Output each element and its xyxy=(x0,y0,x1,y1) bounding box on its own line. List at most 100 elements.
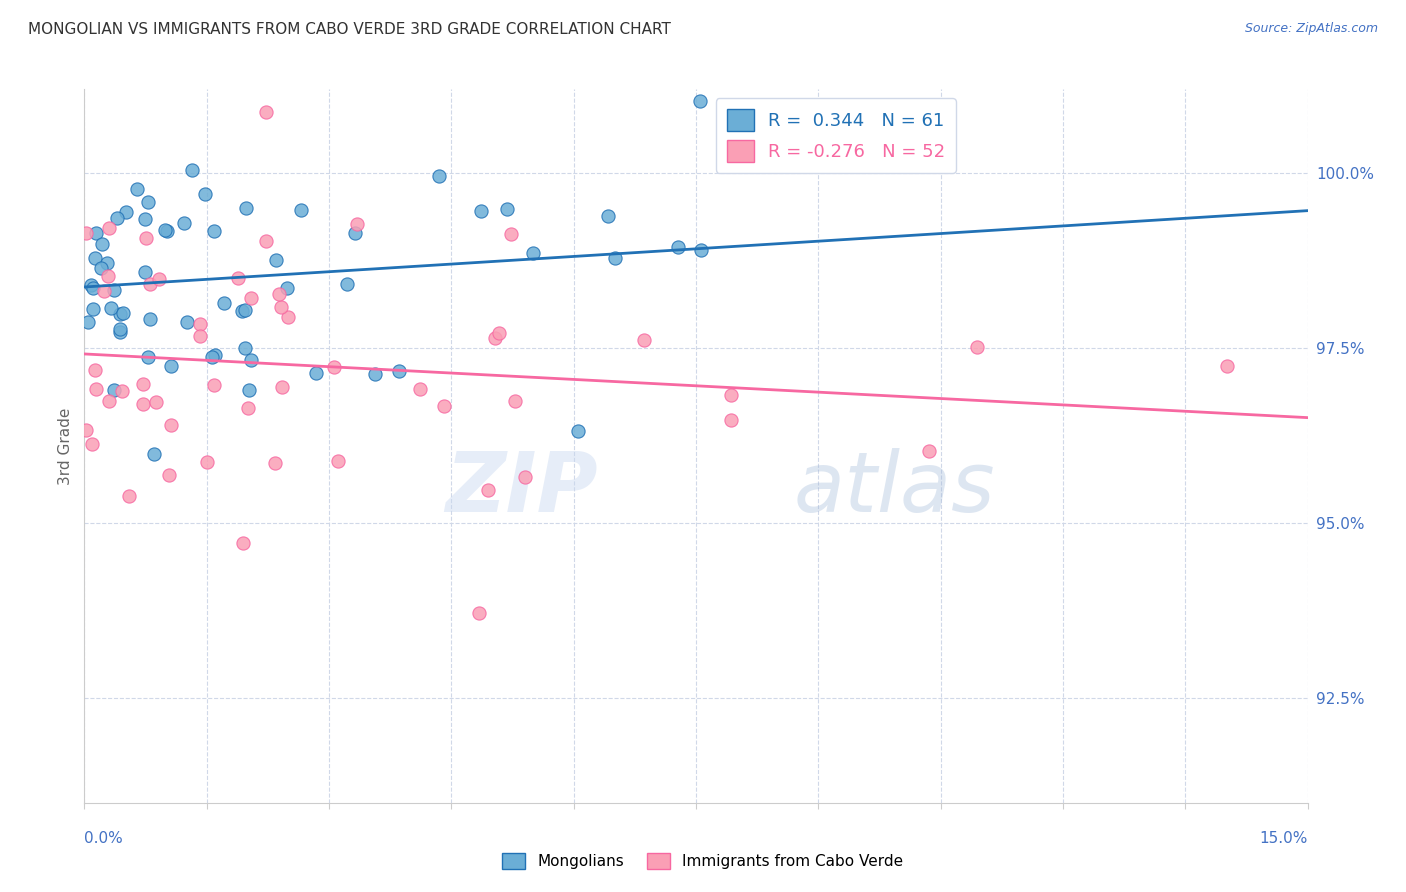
Point xyxy=(409,382,432,396)
Point xyxy=(105,211,128,226)
Text: 0.0%: 0.0% xyxy=(84,831,124,847)
Text: ZIP: ZIP xyxy=(446,449,598,529)
Y-axis label: 3rd Grade: 3rd Grade xyxy=(58,408,73,484)
Point xyxy=(720,387,742,401)
Point xyxy=(194,187,217,202)
Point xyxy=(110,322,132,336)
Point xyxy=(180,163,202,178)
Point xyxy=(97,221,120,235)
Point xyxy=(197,455,219,469)
Point xyxy=(427,169,450,183)
Point xyxy=(346,217,368,231)
Point xyxy=(323,360,346,375)
Point xyxy=(477,483,499,497)
Point xyxy=(603,252,626,266)
Point xyxy=(238,383,260,397)
Text: MONGOLIAN VS IMMIGRANTS FROM CABO VERDE 3RD GRADE CORRELATION CHART: MONGOLIAN VS IMMIGRANTS FROM CABO VERDE … xyxy=(28,22,671,37)
Point xyxy=(254,105,277,120)
Point xyxy=(108,307,131,321)
Text: atlas: atlas xyxy=(794,449,995,529)
Point xyxy=(496,202,519,217)
Point xyxy=(232,536,254,550)
Point xyxy=(176,315,198,329)
Point xyxy=(689,94,711,108)
Point xyxy=(96,255,118,269)
Text: 15.0%: 15.0% xyxy=(1260,831,1308,847)
Legend: R =  0.344   N = 61, R = -0.276   N = 52: R = 0.344 N = 61, R = -0.276 N = 52 xyxy=(716,98,956,173)
Point xyxy=(336,277,359,292)
Point xyxy=(238,401,260,415)
Point xyxy=(188,329,211,343)
Point xyxy=(666,240,689,254)
Point xyxy=(188,317,211,331)
Point xyxy=(134,212,156,227)
Point xyxy=(235,201,257,215)
Point xyxy=(270,301,292,315)
Point xyxy=(91,237,114,252)
Point xyxy=(111,306,134,320)
Point xyxy=(82,281,104,295)
Point xyxy=(138,351,160,365)
Point xyxy=(264,456,287,470)
Point xyxy=(488,326,510,340)
Point xyxy=(240,352,263,367)
Point xyxy=(75,226,97,240)
Point xyxy=(77,315,100,329)
Point xyxy=(75,423,97,437)
Point xyxy=(84,226,107,240)
Point xyxy=(433,399,456,413)
Point xyxy=(966,341,988,355)
Point xyxy=(720,413,742,427)
Point xyxy=(83,363,105,377)
Point xyxy=(103,383,125,397)
Point xyxy=(153,223,176,237)
Point xyxy=(112,27,135,41)
Point xyxy=(159,417,181,432)
Point xyxy=(136,195,159,210)
Point xyxy=(522,245,544,260)
Point xyxy=(233,303,256,318)
Point xyxy=(139,312,162,326)
Point xyxy=(148,272,170,286)
Point xyxy=(100,301,122,315)
Point xyxy=(157,467,180,482)
Point xyxy=(501,227,523,242)
Point xyxy=(254,234,277,248)
Point xyxy=(226,271,249,285)
Point xyxy=(202,224,225,238)
Point xyxy=(84,383,107,397)
Point xyxy=(142,447,165,461)
Point xyxy=(290,202,312,217)
Point xyxy=(276,281,298,295)
Point xyxy=(388,364,411,378)
Legend: Mongolians, Immigrants from Cabo Verde: Mongolians, Immigrants from Cabo Verde xyxy=(496,847,910,875)
Point xyxy=(264,252,287,267)
Point xyxy=(271,380,294,394)
Point xyxy=(98,393,121,408)
Point xyxy=(108,326,131,340)
Point xyxy=(204,348,226,362)
Point xyxy=(202,378,225,392)
Point xyxy=(79,277,101,292)
Point xyxy=(90,260,112,275)
Point xyxy=(598,209,620,223)
Point xyxy=(103,284,125,298)
Point xyxy=(503,393,526,408)
Point xyxy=(111,384,134,398)
Point xyxy=(305,366,328,380)
Point xyxy=(364,368,387,382)
Point xyxy=(231,303,253,318)
Point xyxy=(484,331,506,345)
Point xyxy=(156,224,179,238)
Point xyxy=(200,350,222,364)
Point xyxy=(470,204,492,219)
Point xyxy=(240,291,263,305)
Point xyxy=(115,205,138,219)
Point xyxy=(344,227,367,241)
Point xyxy=(567,425,589,439)
Point xyxy=(277,310,299,325)
Point xyxy=(97,268,120,283)
Point xyxy=(1216,359,1239,374)
Point xyxy=(269,286,291,301)
Point xyxy=(135,231,157,245)
